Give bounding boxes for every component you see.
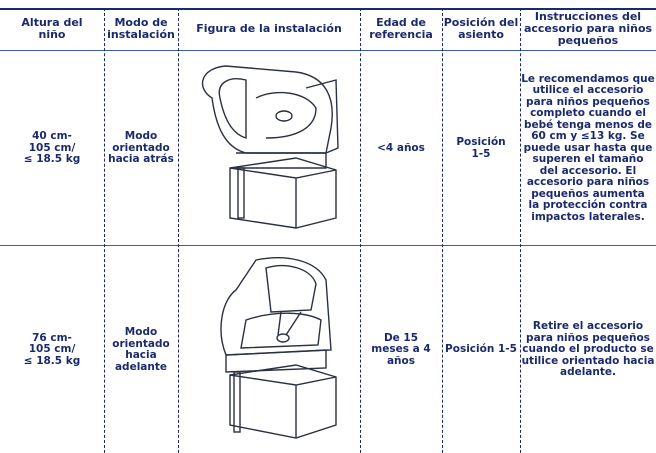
buckle (276, 333, 290, 343)
seat-cushion (240, 312, 322, 349)
header-divider (0, 50, 656, 51)
headrest (265, 265, 317, 313)
column-divider (360, 8, 361, 453)
position-cell: Posición 1-5 (456, 136, 506, 160)
header-cell: Modo de instalación (107, 16, 175, 41)
forward-facing-seat-illustration (220, 257, 337, 439)
base (229, 364, 337, 439)
mode-cell: Modo orientado hacia adelante (112, 326, 170, 373)
support-leg (237, 167, 245, 219)
canopy-frame (305, 79, 339, 154)
column-divider (104, 8, 105, 453)
position-cell: Posición 1-5 (445, 343, 517, 356)
height-cell: 76 cm- 105 cm/ ≤ 18.5 kg (23, 331, 81, 367)
seat-shell (201, 65, 333, 154)
base-edge (229, 167, 337, 228)
mode-cell: Modo orientado hacia atrás (108, 130, 174, 166)
row-divider (0, 245, 656, 246)
top-border (0, 8, 656, 10)
header-cell: Instrucciones del accesorio para niños p… (523, 10, 653, 47)
age-cell: <4 años (377, 141, 425, 154)
buckle (275, 110, 293, 122)
header-cell: Figura de la instalación (196, 22, 342, 35)
headrest (218, 78, 247, 139)
header-cell: Posición del asiento (443, 16, 519, 41)
support-leg (233, 371, 241, 433)
header-cell: Edad de referencia (369, 16, 433, 41)
instructions-cell: Retire el accesorio para niños pequeños … (521, 320, 655, 379)
harness (277, 311, 282, 336)
harness (285, 311, 302, 336)
height-cell: 40 cm- 105 cm/ ≤ 18.5 kg (23, 130, 81, 166)
age-cell: De 15 meses a 4 años (371, 331, 431, 367)
column-divider (178, 8, 179, 453)
column-divider (442, 8, 443, 453)
seat-shell (220, 257, 332, 356)
header-cell: Altura del niño (21, 16, 83, 41)
rear-facing-seat-illustration (201, 65, 339, 229)
seat-cushion (255, 91, 317, 139)
column-divider (520, 8, 521, 453)
base-edge (229, 374, 337, 438)
instructions-cell: Le recomendamos que utilice el accesorio… (521, 72, 655, 223)
